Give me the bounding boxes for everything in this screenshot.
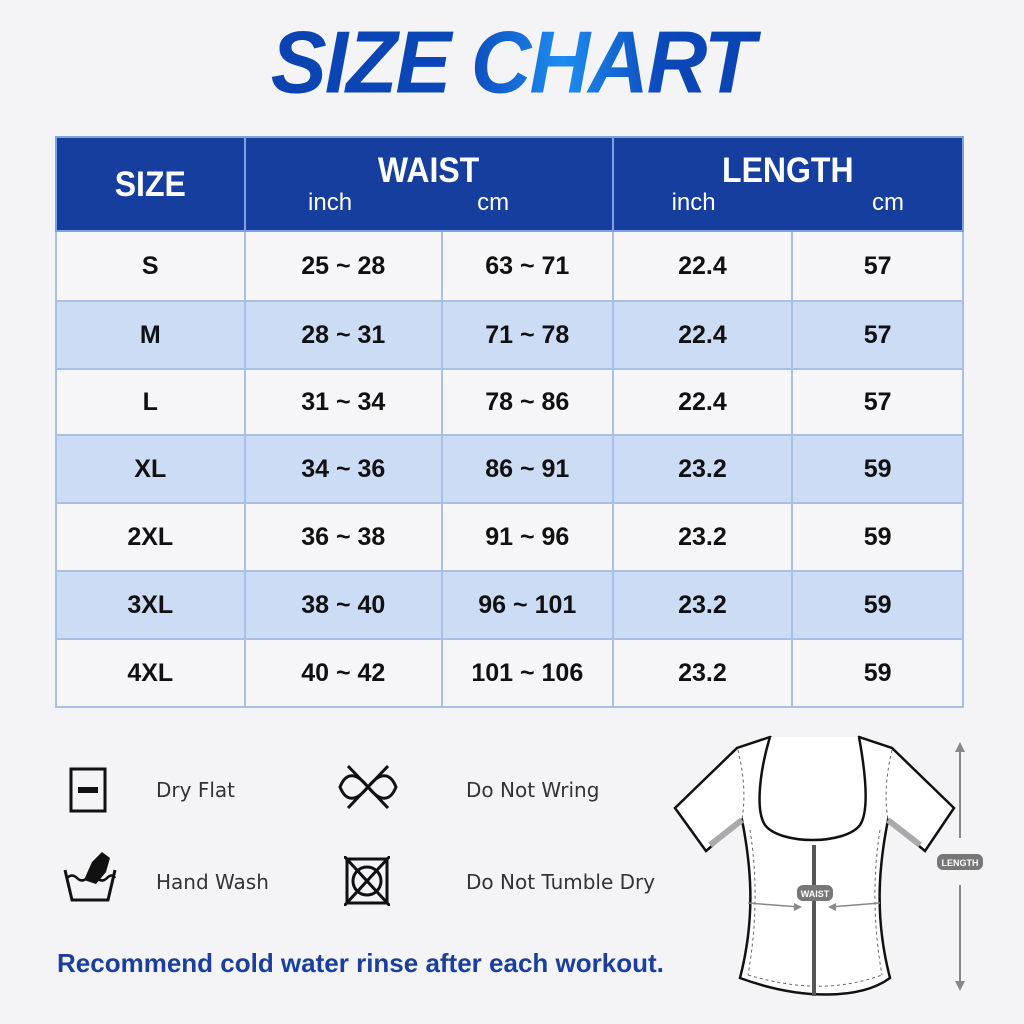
table-row: S 25 ~ 28 63 ~ 71 22.4 57: [55, 230, 964, 302]
cell-length-inch: 22.4: [611, 230, 794, 302]
cell-waist-cm: 101 ~ 106: [441, 638, 614, 708]
care-do-not-tumble-dry: Do Not Tumble Dry: [466, 870, 656, 894]
cell-length-cm: 57: [791, 300, 964, 370]
waist-label: WAIST: [801, 889, 830, 899]
table-row: XL 34 ~ 36 86 ~ 91 23.2 59: [55, 434, 964, 504]
header-length: LENGTH inch cm: [611, 136, 965, 232]
cell-length-cm: 59: [791, 638, 964, 708]
header-waist: WAIST inch cm: [243, 136, 614, 232]
cell-size: 4XL: [55, 638, 246, 708]
cell-waist-cm: 71 ~ 78: [441, 300, 614, 370]
cell-length-inch: 22.4: [611, 368, 794, 436]
header-size: SIZE: [55, 136, 246, 232]
cell-waist-cm: 78 ~ 86: [441, 368, 614, 436]
do-not-wring-icon: [338, 764, 398, 810]
cell-waist-inch: 40 ~ 42: [243, 638, 444, 708]
cell-waist-cm: 96 ~ 101: [441, 570, 614, 640]
cell-length-cm: 57: [791, 368, 964, 436]
cell-length-inch: 23.2: [611, 638, 794, 708]
length-cm-label: cm: [872, 188, 904, 216]
cell-size: M: [55, 300, 246, 370]
cell-size: XL: [55, 434, 246, 504]
cell-length-cm: 59: [791, 434, 964, 504]
waist-cm-label: cm: [477, 188, 510, 216]
cell-length-inch: 22.4: [611, 300, 794, 370]
waist-inch-label: inch: [308, 188, 353, 216]
cell-waist-inch: 38 ~ 40: [243, 570, 444, 640]
size-table: SIZE WAIST inch cm LENGTH inch cm S 25 ~ 28 63…: [55, 136, 965, 708]
table-header: SIZE WAIST inch cm LENGTH inch cm: [55, 136, 965, 232]
cell-length-inch: 23.2: [611, 434, 794, 504]
length-inch-label: inch: [671, 188, 716, 216]
table-row: 3XL 38 ~ 40 96 ~ 101 23.2 59: [55, 570, 964, 640]
cell-waist-inch: 36 ~ 38: [243, 502, 444, 572]
cell-waist-inch: 25 ~ 28: [243, 230, 444, 302]
table-row: M 28 ~ 31 71 ~ 78 22.4 57: [55, 300, 964, 370]
cell-waist-inch: 31 ~ 34: [243, 368, 444, 436]
page-title: SIZE CHART: [0, 12, 1024, 114]
table-row: 4XL 40 ~ 42 101 ~ 106 23.2 59: [55, 638, 964, 708]
length-label: LENGTH: [942, 858, 979, 868]
cell-waist-inch: 34 ~ 36: [243, 434, 444, 504]
table-row: 2XL 36 ~ 38 91 ~ 96 23.2 59: [55, 502, 964, 572]
cell-length-cm: 59: [791, 570, 964, 640]
garment-diagram: WAIST LENGTH: [673, 735, 983, 996]
cell-waist-cm: 86 ~ 91: [441, 434, 614, 504]
table-row: L 31 ~ 34 78 ~ 86 22.4 57: [55, 368, 964, 436]
cell-size: S: [55, 230, 246, 302]
care-dry-flat: Dry Flat: [156, 778, 235, 802]
care-note: Recommend cold water rinse after each wo…: [57, 948, 664, 978]
cell-waist-cm: 91 ~ 96: [441, 502, 614, 572]
cell-length-cm: 59: [791, 502, 964, 572]
care-hand-wash: Hand Wash: [156, 870, 269, 894]
cell-size: 2XL: [55, 502, 246, 572]
cell-waist-cm: 63 ~ 71: [441, 230, 614, 302]
dry-flat-icon: [69, 767, 107, 813]
care-do-not-wring: Do Not Wring: [466, 778, 600, 802]
cell-size: L: [55, 368, 246, 436]
hand-wash-icon: [63, 852, 117, 902]
cell-size: 3XL: [55, 570, 246, 640]
cell-waist-inch: 28 ~ 31: [243, 300, 444, 370]
do-not-tumble-dry-icon: [344, 856, 390, 906]
cell-length-inch: 23.2: [611, 570, 794, 640]
cell-length-inch: 23.2: [611, 502, 794, 572]
cell-length-cm: 57: [791, 230, 964, 302]
